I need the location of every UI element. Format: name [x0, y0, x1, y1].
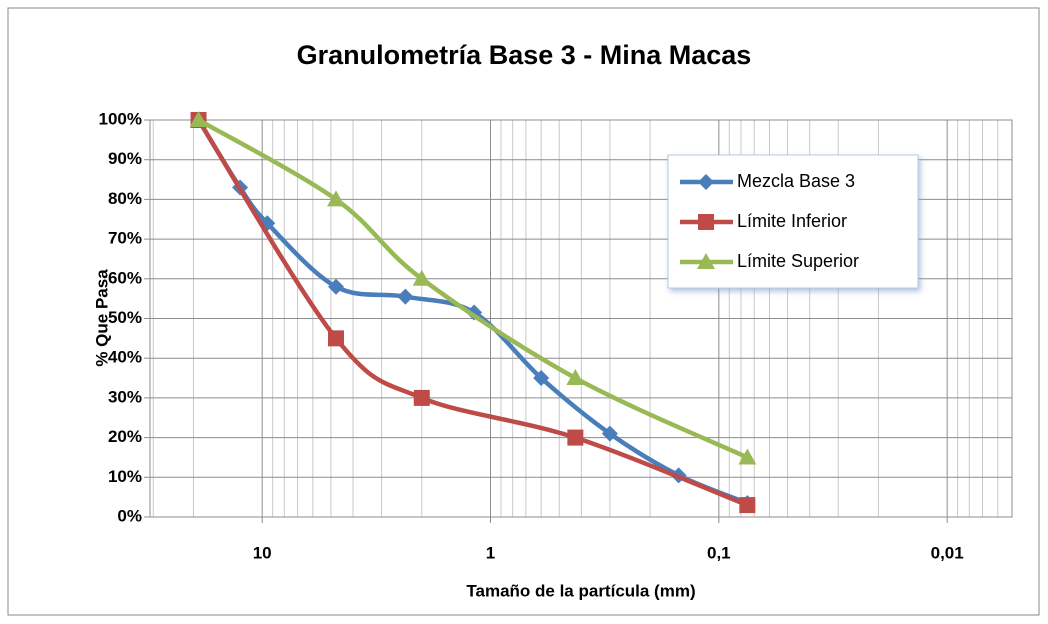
- x-tick-label: 10: [253, 543, 272, 562]
- triangle-marker: [697, 253, 715, 269]
- y-axis-label: % Que Pasa: [92, 269, 111, 367]
- y-tick-label: 40%: [108, 348, 142, 367]
- legend: Mezcla Base 3 Límite Inferior Límite Super…: [667, 154, 919, 289]
- diamond-marker: [397, 288, 414, 305]
- plot: [189, 111, 757, 514]
- y-tick-label: 0%: [117, 506, 142, 525]
- y-tick-label: 70%: [108, 229, 142, 248]
- square-marker: [739, 497, 756, 514]
- triangle-marker: [566, 369, 585, 386]
- diamond-marker: [328, 278, 345, 295]
- diamond-marker: [533, 370, 550, 387]
- x-tick-label: 1: [486, 543, 495, 562]
- square-marker: [328, 330, 345, 347]
- y-tick-label: 90%: [108, 149, 142, 168]
- diamond-marker: [601, 425, 618, 442]
- y-tick-label: 30%: [108, 387, 142, 406]
- y-tick-label: 50%: [108, 308, 142, 327]
- y-tick-label: 20%: [108, 427, 142, 446]
- triangle-marker: [189, 111, 208, 127]
- x-tick-label: 0,1: [707, 543, 731, 562]
- series-line: [197, 118, 749, 460]
- square-marker: [567, 429, 584, 446]
- chart-title: Granulometría Base 3 - Mina Macas: [297, 40, 752, 70]
- legend-label: Mezcla Base 3: [737, 171, 855, 191]
- diamond-marker: [698, 174, 714, 190]
- y-tick-label: 100%: [99, 109, 142, 128]
- square-marker: [413, 389, 430, 406]
- y-tick-label: 10%: [108, 467, 142, 486]
- y-tick-label: 80%: [108, 189, 142, 208]
- legend-label: Límite Superior: [737, 251, 859, 271]
- y-tick-label: 60%: [108, 268, 142, 287]
- plot-area: [149, 119, 1013, 518]
- x-axis-label: Tamaño de la partícula (mm): [466, 581, 695, 600]
- chart-border: [7, 7, 1040, 616]
- triangle-marker: [327, 190, 346, 207]
- triangle-marker: [412, 269, 431, 286]
- square-marker: [698, 214, 714, 230]
- legend-label: Límite Inferior: [737, 211, 847, 231]
- triangle-marker: [738, 448, 757, 465]
- x-tick-label: 0,01: [931, 543, 964, 562]
